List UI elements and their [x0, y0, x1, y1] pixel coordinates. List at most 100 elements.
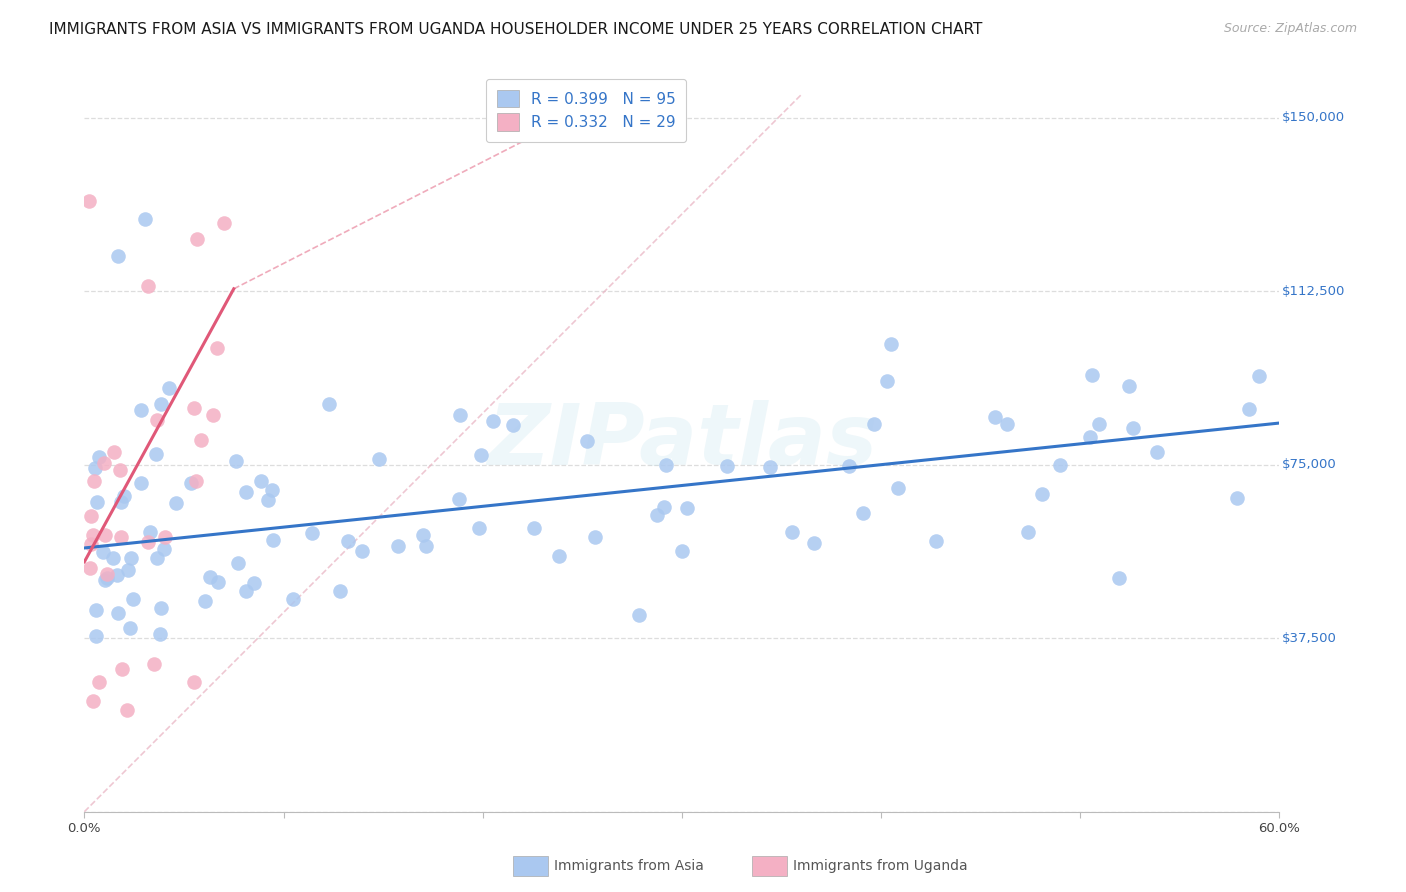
Point — [93, 574, 115, 588]
Point — [249, 474, 271, 488]
Point — [876, 374, 898, 388]
Point — [336, 533, 359, 548]
Point — [887, 481, 910, 495]
Point — [467, 520, 489, 534]
Point — [110, 530, 132, 544]
Point — [84, 460, 107, 475]
Point — [583, 530, 606, 544]
Text: $150,000: $150,000 — [1282, 112, 1346, 124]
Point — [180, 476, 202, 491]
Point — [149, 627, 172, 641]
Point — [112, 489, 135, 503]
Text: ZIPatlas: ZIPatlas — [486, 400, 877, 483]
Point — [655, 458, 678, 472]
Text: Immigrants from Uganda: Immigrants from Uganda — [793, 859, 967, 873]
Point — [449, 409, 471, 423]
Point — [671, 543, 693, 558]
Point — [1031, 487, 1053, 501]
Point — [212, 216, 235, 230]
Point — [803, 536, 825, 550]
Point — [84, 629, 107, 643]
Point — [301, 526, 323, 541]
Point — [759, 460, 782, 475]
Point — [117, 703, 139, 717]
Point — [105, 567, 128, 582]
Point — [412, 527, 434, 541]
Point — [93, 545, 115, 559]
Point — [190, 433, 212, 447]
Point — [110, 494, 132, 508]
Point — [157, 381, 180, 395]
Point — [1088, 417, 1111, 431]
Point — [186, 475, 208, 489]
Point — [136, 535, 159, 549]
Point — [93, 456, 115, 470]
Point — [1122, 421, 1144, 435]
Point — [481, 415, 503, 429]
Point — [155, 530, 177, 544]
Point — [146, 551, 169, 566]
Point — [1108, 571, 1130, 585]
Point — [77, 194, 100, 208]
Point — [108, 463, 131, 477]
Point — [502, 417, 524, 432]
Point — [134, 212, 156, 227]
Point — [1080, 368, 1102, 382]
Point — [449, 491, 471, 506]
Point — [652, 500, 675, 515]
Text: $112,500: $112,500 — [1282, 285, 1346, 298]
Point — [1078, 430, 1101, 444]
Point — [121, 591, 143, 606]
Point — [925, 534, 948, 549]
Point — [129, 402, 152, 417]
Point — [80, 537, 103, 551]
Point — [79, 561, 101, 575]
Point — [1247, 368, 1270, 383]
Point — [131, 476, 153, 491]
Point — [1049, 458, 1071, 473]
Text: $75,000: $75,000 — [1282, 458, 1337, 471]
Point — [153, 542, 176, 557]
Point — [645, 508, 668, 523]
Point — [87, 450, 110, 464]
Point — [984, 409, 1007, 424]
Point — [628, 608, 651, 623]
Point — [387, 539, 409, 553]
Point — [782, 525, 804, 540]
Point — [194, 593, 217, 607]
Point — [118, 621, 141, 635]
Point — [143, 657, 166, 671]
Text: IMMIGRANTS FROM ASIA VS IMMIGRANTS FROM UGANDA HOUSEHOLDER INCOME UNDER 25 YEARS: IMMIGRANTS FROM ASIA VS IMMIGRANTS FROM … — [49, 22, 983, 37]
Point — [205, 342, 228, 356]
Point — [576, 434, 599, 449]
Point — [235, 485, 257, 500]
Point — [281, 591, 304, 606]
Point — [117, 564, 139, 578]
Point — [83, 474, 105, 488]
Text: Source: ZipAtlas.com: Source: ZipAtlas.com — [1223, 22, 1357, 36]
Text: $37,500: $37,500 — [1282, 632, 1337, 645]
Point — [675, 500, 697, 515]
Point — [1239, 402, 1261, 417]
Point — [139, 524, 162, 539]
Legend: R = 0.399   N = 95, R = 0.332   N = 29: R = 0.399 N = 95, R = 0.332 N = 29 — [486, 79, 686, 142]
Point — [96, 571, 118, 585]
Point — [1118, 379, 1140, 393]
Point — [1225, 491, 1247, 505]
Point — [103, 444, 125, 458]
Point — [149, 601, 172, 615]
Point — [198, 570, 221, 584]
Point — [165, 496, 187, 510]
Point — [107, 606, 129, 620]
Point — [838, 459, 860, 474]
Point — [995, 417, 1018, 432]
Point — [548, 549, 571, 563]
Point — [86, 494, 108, 508]
Point — [82, 694, 104, 708]
Point — [207, 575, 229, 590]
Point — [107, 250, 129, 264]
Point — [523, 521, 546, 535]
Point — [851, 507, 873, 521]
Point — [183, 401, 205, 415]
Point — [235, 583, 257, 598]
